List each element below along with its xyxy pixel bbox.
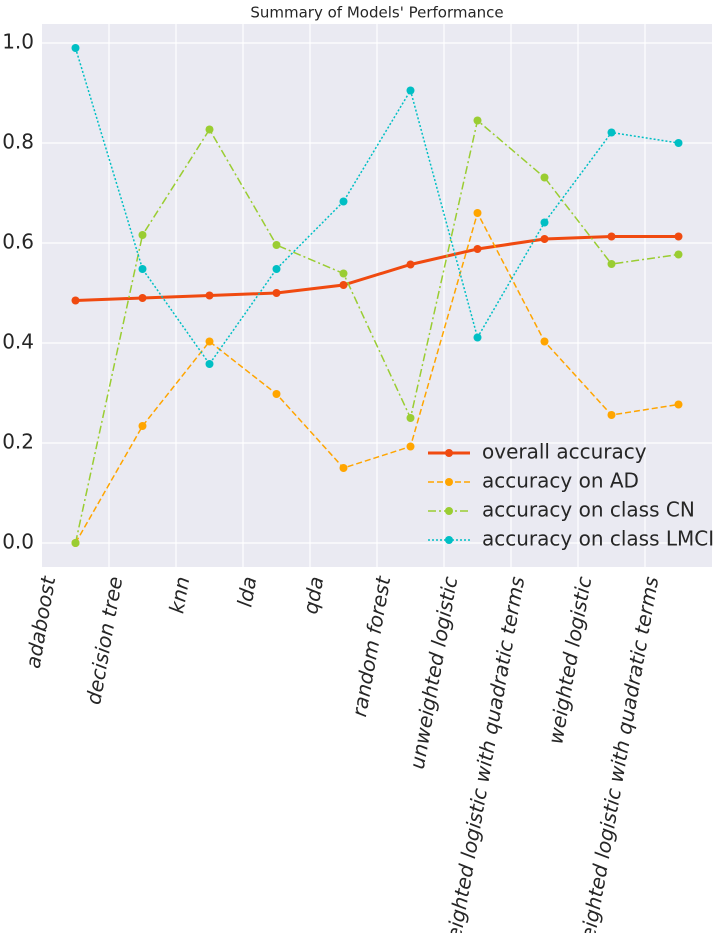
- y-tick-label: 0.0: [2, 530, 34, 554]
- data-point: [607, 128, 616, 137]
- data-point: [473, 333, 482, 342]
- data-point: [71, 296, 80, 305]
- x-tick-label: decision tree: [81, 575, 127, 707]
- y-tick-label: 0.6: [2, 230, 34, 254]
- data-point: [674, 250, 683, 259]
- legend-marker: [445, 449, 453, 457]
- data-point: [138, 265, 147, 273]
- series-line: [74, 210, 679, 544]
- data-point: [339, 269, 348, 278]
- series-line: [74, 47, 679, 366]
- data-point: [674, 232, 683, 241]
- legend-marker: [445, 536, 453, 544]
- data-point: [138, 231, 147, 239]
- x-tick-label: unweighted logistic: [405, 575, 462, 771]
- legend-label: accuracy on AD: [482, 469, 639, 493]
- chart-title: Summary of Models' Performance: [250, 4, 503, 22]
- data-point: [205, 360, 214, 368]
- data-point: [607, 411, 616, 419]
- data-point: [406, 260, 415, 269]
- data-point: [406, 442, 415, 451]
- data-point: [272, 289, 281, 297]
- x-tick-label: lda: [232, 575, 261, 609]
- data-point: [138, 422, 147, 430]
- legend-marker: [445, 507, 453, 515]
- x-tick-label: random forest: [347, 574, 395, 719]
- data-point: [607, 232, 616, 241]
- legend-label: overall accuracy: [482, 440, 647, 464]
- data-point: [674, 400, 683, 409]
- y-tick-label: 0.4: [2, 330, 34, 354]
- x-tick-label: adaboost: [21, 574, 61, 671]
- data-point: [473, 209, 482, 217]
- series-line: [75, 235, 679, 302]
- data-point: [607, 260, 616, 268]
- data-point: [406, 414, 415, 422]
- data-point: [71, 539, 80, 547]
- series-line: [74, 119, 679, 544]
- x-tick-label: qda: [298, 575, 328, 616]
- data-point: [272, 265, 281, 273]
- data-point: [674, 139, 683, 147]
- data-point: [339, 281, 348, 289]
- y-tick-label: 0.8: [2, 130, 34, 154]
- data-point: [406, 86, 415, 95]
- data-point: [205, 291, 214, 300]
- x-tick-label: weighted logistic: [543, 575, 596, 746]
- legend-label: accuracy on class CN: [482, 498, 695, 522]
- data-point: [272, 390, 281, 398]
- y-tick-label: 1.0: [2, 30, 34, 54]
- data-point: [138, 294, 147, 302]
- legend-label: accuracy on class LMCI: [482, 527, 714, 551]
- data-point: [339, 197, 348, 206]
- data-point: [540, 218, 549, 227]
- legend-marker: [445, 478, 453, 486]
- data-point: [272, 241, 281, 249]
- data-point: [473, 245, 482, 253]
- data-point: [540, 235, 549, 243]
- data-point: [540, 337, 549, 346]
- data-point: [71, 44, 80, 52]
- data-point: [339, 464, 348, 472]
- x-tick-label: knn: [164, 575, 194, 616]
- data-point: [473, 116, 482, 125]
- data-point: [540, 173, 549, 182]
- data-point: [205, 337, 214, 346]
- data-point: [205, 125, 214, 134]
- y-tick-label: 0.2: [2, 430, 34, 454]
